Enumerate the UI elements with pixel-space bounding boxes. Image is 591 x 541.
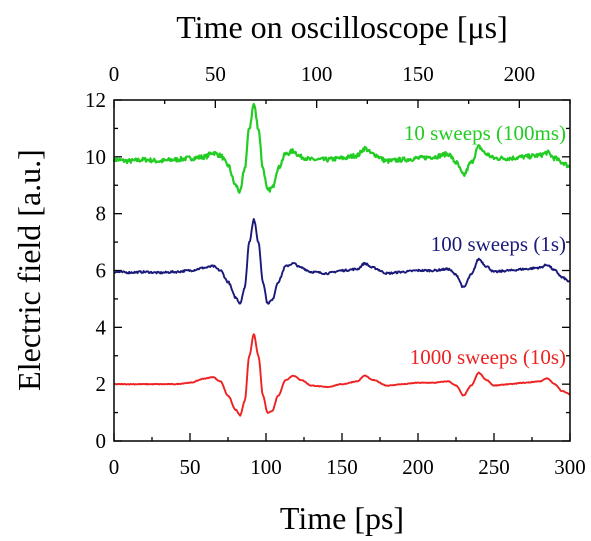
y-tick-label: 4 xyxy=(96,315,107,339)
x-tick-label: 50 xyxy=(180,455,201,479)
series-line xyxy=(113,218,571,305)
x-tick-label: 100 xyxy=(250,455,282,479)
x-tick-label: 300 xyxy=(554,455,586,479)
series-layer xyxy=(112,102,571,417)
x-tick-label: 200 xyxy=(402,455,434,479)
series-label: 1000 sweeps (10s) xyxy=(410,345,566,369)
x-tick-label: 150 xyxy=(326,455,358,479)
left-axis-title: Electric field [a.u.] xyxy=(11,149,47,391)
series-line xyxy=(113,333,571,417)
x2-tick-label: 0 xyxy=(109,62,120,86)
y-tick-label: 2 xyxy=(96,372,107,396)
series-label: 100 sweeps (1s) xyxy=(431,232,566,256)
x2-tick-label: 50 xyxy=(205,62,226,86)
series-line xyxy=(112,102,571,194)
x2-tick-label: 200 xyxy=(504,62,536,86)
top-axis-title: Time on oscilloscope [μs] xyxy=(176,9,508,45)
bottom-axis-title: Time [ps] xyxy=(280,500,404,536)
labels-layer: 0 50 100 150 200 250 300 0 50 100 150 200 0 2 4 6 8 10 12 1… xyxy=(85,62,586,479)
y-tick-label: 0 xyxy=(96,429,107,453)
series-label: 10 sweeps (100ms) xyxy=(404,121,566,145)
y-tick-label: 12 xyxy=(85,88,106,112)
x2-tick-label: 150 xyxy=(402,62,434,86)
x-tick-label: 250 xyxy=(478,455,510,479)
y-tick-label: 8 xyxy=(96,202,107,226)
x2-tick-label: 100 xyxy=(301,62,333,86)
y-tick-label: 10 xyxy=(85,145,106,169)
plot-frame xyxy=(113,99,571,442)
y-tick-label: 6 xyxy=(96,259,107,283)
x-tick-label: 0 xyxy=(109,455,120,479)
